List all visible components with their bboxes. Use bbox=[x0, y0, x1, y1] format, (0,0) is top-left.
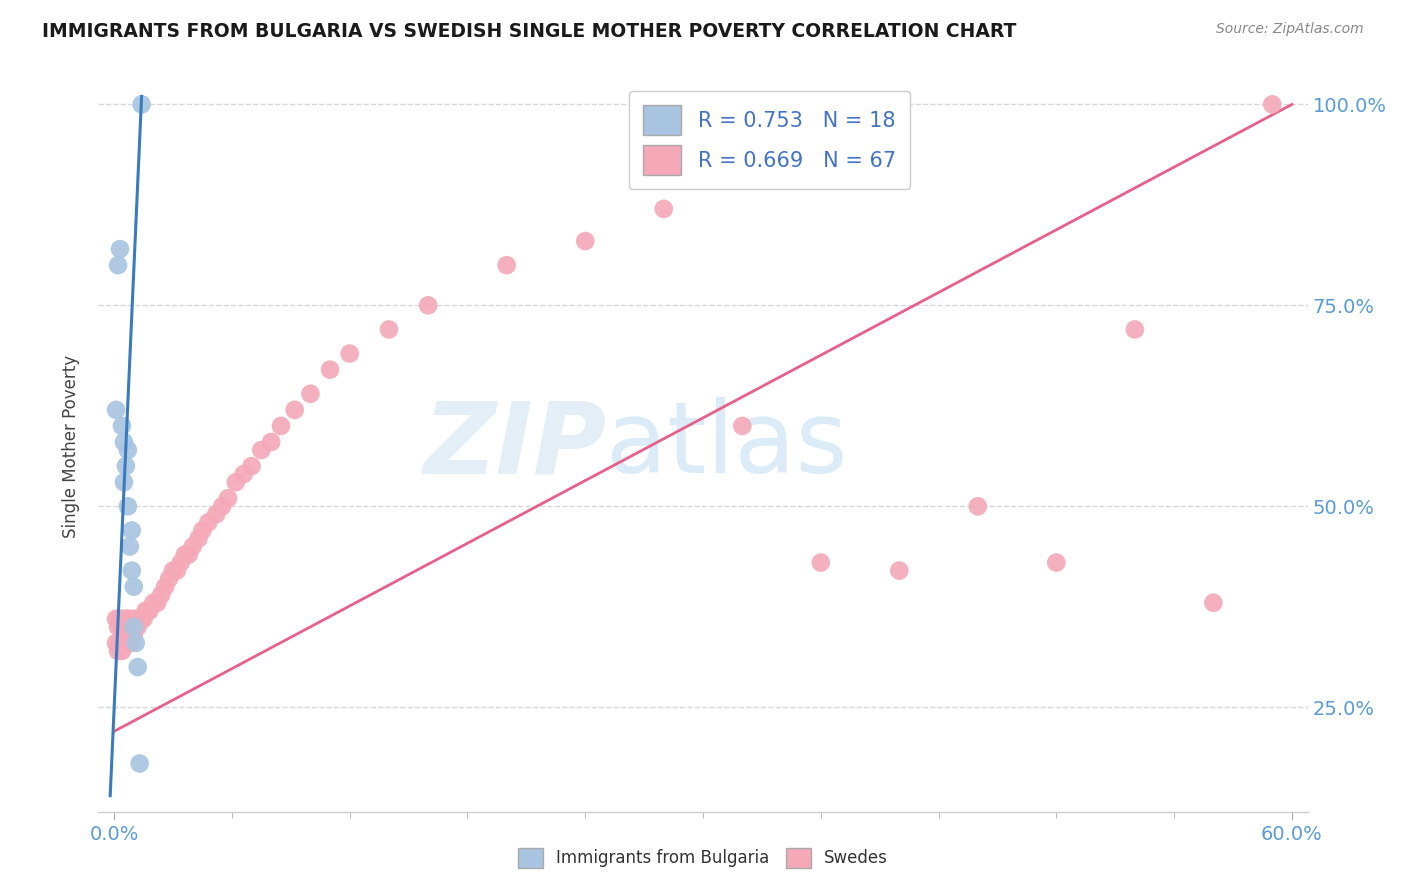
Point bbox=[132, 612, 155, 626]
Point bbox=[112, 475, 135, 490]
Point bbox=[105, 612, 128, 626]
Point bbox=[162, 564, 184, 578]
Point bbox=[107, 620, 129, 634]
Point bbox=[115, 459, 138, 474]
Text: ZIP: ZIP bbox=[423, 398, 606, 494]
Point bbox=[240, 459, 263, 474]
Point bbox=[205, 508, 228, 522]
Point bbox=[131, 97, 153, 112]
Y-axis label: Single Mother Poverty: Single Mother Poverty bbox=[62, 354, 80, 538]
Point bbox=[319, 362, 342, 376]
Point bbox=[270, 418, 292, 433]
Point bbox=[495, 258, 517, 272]
Point bbox=[125, 620, 148, 634]
Legend: R = 0.753   N = 18, R = 0.669   N = 67: R = 0.753 N = 18, R = 0.669 N = 67 bbox=[628, 91, 910, 189]
Point bbox=[111, 644, 134, 658]
Point bbox=[107, 258, 129, 272]
Point bbox=[731, 418, 754, 433]
Point bbox=[146, 596, 169, 610]
Point bbox=[108, 636, 131, 650]
Point bbox=[118, 636, 141, 650]
Point bbox=[127, 660, 149, 674]
Point bbox=[378, 322, 401, 336]
Point bbox=[157, 572, 180, 586]
Point bbox=[138, 604, 160, 618]
Point bbox=[889, 564, 911, 578]
Point bbox=[187, 532, 209, 546]
Point bbox=[122, 580, 145, 594]
Point bbox=[150, 588, 173, 602]
Point bbox=[111, 620, 134, 634]
Point bbox=[115, 636, 138, 650]
Point bbox=[122, 628, 145, 642]
Point bbox=[284, 402, 307, 417]
Point bbox=[127, 620, 149, 634]
Point bbox=[574, 234, 596, 248]
Point bbox=[118, 612, 141, 626]
Point bbox=[121, 524, 143, 538]
Point bbox=[181, 540, 204, 554]
Point bbox=[111, 418, 134, 433]
Point bbox=[232, 467, 254, 482]
Point bbox=[122, 620, 145, 634]
Point bbox=[121, 564, 143, 578]
Point bbox=[131, 612, 153, 626]
Point bbox=[118, 540, 141, 554]
Point bbox=[136, 604, 159, 618]
Point bbox=[250, 443, 273, 458]
Point bbox=[115, 612, 138, 626]
Point bbox=[112, 612, 135, 626]
Point bbox=[117, 500, 139, 514]
Point bbox=[191, 524, 214, 538]
Point bbox=[1202, 596, 1225, 610]
Point bbox=[105, 402, 128, 417]
Point bbox=[128, 756, 150, 771]
Point bbox=[108, 242, 131, 256]
Point bbox=[122, 612, 145, 626]
Point bbox=[112, 434, 135, 449]
Point bbox=[810, 556, 832, 570]
Point bbox=[117, 636, 139, 650]
Point bbox=[125, 636, 148, 650]
Point bbox=[135, 604, 157, 618]
Point bbox=[299, 386, 322, 401]
Point bbox=[128, 612, 150, 626]
Point bbox=[170, 556, 193, 570]
Text: IMMIGRANTS FROM BULGARIA VS SWEDISH SINGLE MOTHER POVERTY CORRELATION CHART: IMMIGRANTS FROM BULGARIA VS SWEDISH SING… bbox=[42, 22, 1017, 41]
Point bbox=[652, 202, 675, 216]
Point bbox=[105, 636, 128, 650]
Point bbox=[1123, 322, 1146, 336]
Point bbox=[966, 500, 988, 514]
Point bbox=[117, 612, 139, 626]
Text: atlas: atlas bbox=[606, 398, 848, 494]
Point bbox=[112, 636, 135, 650]
Point bbox=[121, 628, 143, 642]
Point bbox=[117, 443, 139, 458]
Point bbox=[177, 548, 200, 562]
Point bbox=[142, 596, 165, 610]
Point bbox=[260, 434, 283, 449]
Point bbox=[1261, 97, 1284, 112]
Point bbox=[166, 564, 188, 578]
Point bbox=[197, 516, 219, 530]
Point bbox=[418, 298, 440, 312]
Point bbox=[153, 580, 176, 594]
Point bbox=[108, 612, 131, 626]
Point bbox=[107, 644, 129, 658]
Point bbox=[173, 548, 195, 562]
Text: Source: ZipAtlas.com: Source: ZipAtlas.com bbox=[1216, 22, 1364, 37]
Point bbox=[225, 475, 247, 490]
Point bbox=[217, 491, 239, 506]
Legend: Immigrants from Bulgaria, Swedes: Immigrants from Bulgaria, Swedes bbox=[512, 841, 894, 875]
Point bbox=[1045, 556, 1067, 570]
Point bbox=[339, 346, 361, 360]
Point bbox=[211, 500, 233, 514]
